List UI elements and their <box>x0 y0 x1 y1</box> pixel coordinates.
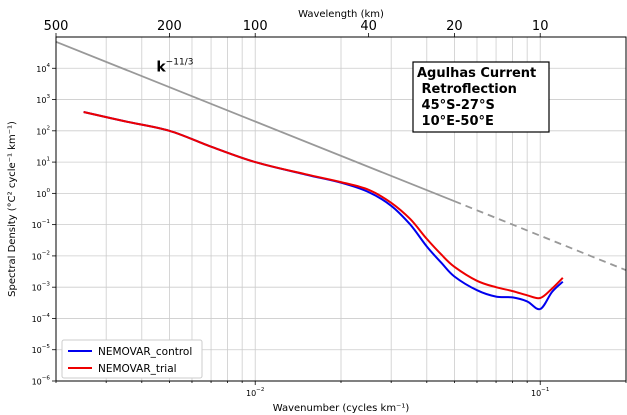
series-line-control <box>83 111 564 311</box>
tick-label-exponent: −6 <box>42 376 51 382</box>
annotation-line: Agulhas Current <box>417 66 536 81</box>
tick-label-base: 10 <box>32 221 42 230</box>
reference-line-dashed <box>454 200 627 272</box>
tick-label-exponent: −4 <box>42 313 51 319</box>
tick-label-base: 10 <box>246 389 256 398</box>
reference-slope-base: k <box>156 59 166 75</box>
series-lines <box>83 111 564 311</box>
annotation-frame <box>412 61 550 133</box>
tick-label-base: 10 <box>36 190 46 199</box>
y-tick-label: 10−3 <box>32 282 51 293</box>
series-line-trial <box>83 111 564 300</box>
x-tick-label: 10−2 <box>246 387 264 398</box>
tick-label-exponent: −1 <box>541 387 550 393</box>
annotation-line: 10°E-50°E <box>417 114 494 129</box>
y-tick-label: 100 <box>36 188 50 199</box>
y-axis-label: Spectral Density (°C² cycle⁻¹ km⁻¹) <box>7 121 18 297</box>
annotation-line: 45°S-27°S <box>417 98 495 113</box>
legend: NEMOVAR_control NEMOVAR_trial <box>61 339 203 379</box>
y-tick-label: 10−4 <box>32 313 51 324</box>
tick-label-base: 10 <box>36 96 46 105</box>
tick-label-exponent: −2 <box>42 250 50 256</box>
top-axis-label: Wavelength (km) <box>298 9 384 20</box>
tick-label-exponent: 2 <box>46 125 50 131</box>
legend-label: NEMOVAR_control <box>98 346 192 358</box>
y-tick-label: 10−5 <box>32 344 51 355</box>
legend-box <box>61 339 203 379</box>
x-tick-label: 10−1 <box>531 387 550 398</box>
reference-slope-line <box>55 40 627 272</box>
tick-label-base: 10 <box>531 389 541 398</box>
tick-label-base: 10 <box>32 315 42 324</box>
top-tick-label: 40 <box>360 19 377 34</box>
y-tick-label: 103 <box>36 94 50 105</box>
tick-label-base: 10 <box>32 252 42 261</box>
tick-label-base: 10 <box>36 127 46 136</box>
y-tick-label: 104 <box>36 63 50 74</box>
annotation-text: Agulhas Current Retroflection 45°S-27°S … <box>417 66 536 129</box>
legend-label: NEMOVAR_trial <box>98 363 177 375</box>
annotation-line: Retroflection <box>417 82 517 97</box>
reference-slope-label: k−11/3 <box>156 57 193 75</box>
axis-ticks: 10−610−510−410−310−210−11001011021031041… <box>32 19 627 398</box>
top-tick-label: 100 <box>243 19 268 34</box>
y-tick-label: 10−1 <box>32 219 51 230</box>
top-tick-label: 500 <box>44 19 69 34</box>
tick-label-exponent: −1 <box>42 219 51 225</box>
tick-label-base: 10 <box>36 65 46 74</box>
y-tick-label: 10−2 <box>32 250 50 261</box>
tick-label-exponent: 0 <box>46 188 50 194</box>
tick-label-base: 10 <box>36 159 46 168</box>
tick-label-exponent: −2 <box>256 387 264 393</box>
region-annotation-box: Agulhas Current Retroflection 45°S-27°S … <box>412 61 550 133</box>
tick-label-base: 10 <box>32 378 42 387</box>
top-tick-label: 200 <box>157 19 182 34</box>
tick-label-exponent: 3 <box>46 94 50 100</box>
top-tick-label: 10 <box>532 19 549 34</box>
tick-label-exponent: −5 <box>42 344 51 350</box>
top-tick-label: 20 <box>446 19 463 34</box>
y-tick-label: 10−6 <box>32 376 51 387</box>
tick-label-exponent: 1 <box>46 157 50 163</box>
tick-label-exponent: 4 <box>46 63 50 69</box>
y-tick-label: 102 <box>36 125 50 136</box>
x-axis-label: Wavenumber (cycles km⁻¹) <box>273 403 410 414</box>
tick-label-base: 10 <box>32 346 42 355</box>
y-tick-label: 101 <box>36 157 50 168</box>
tick-label-base: 10 <box>32 284 42 293</box>
reference-line-solid <box>55 40 455 203</box>
tick-label-exponent: −3 <box>42 282 51 288</box>
reference-slope-exponent: −11/3 <box>166 57 194 67</box>
